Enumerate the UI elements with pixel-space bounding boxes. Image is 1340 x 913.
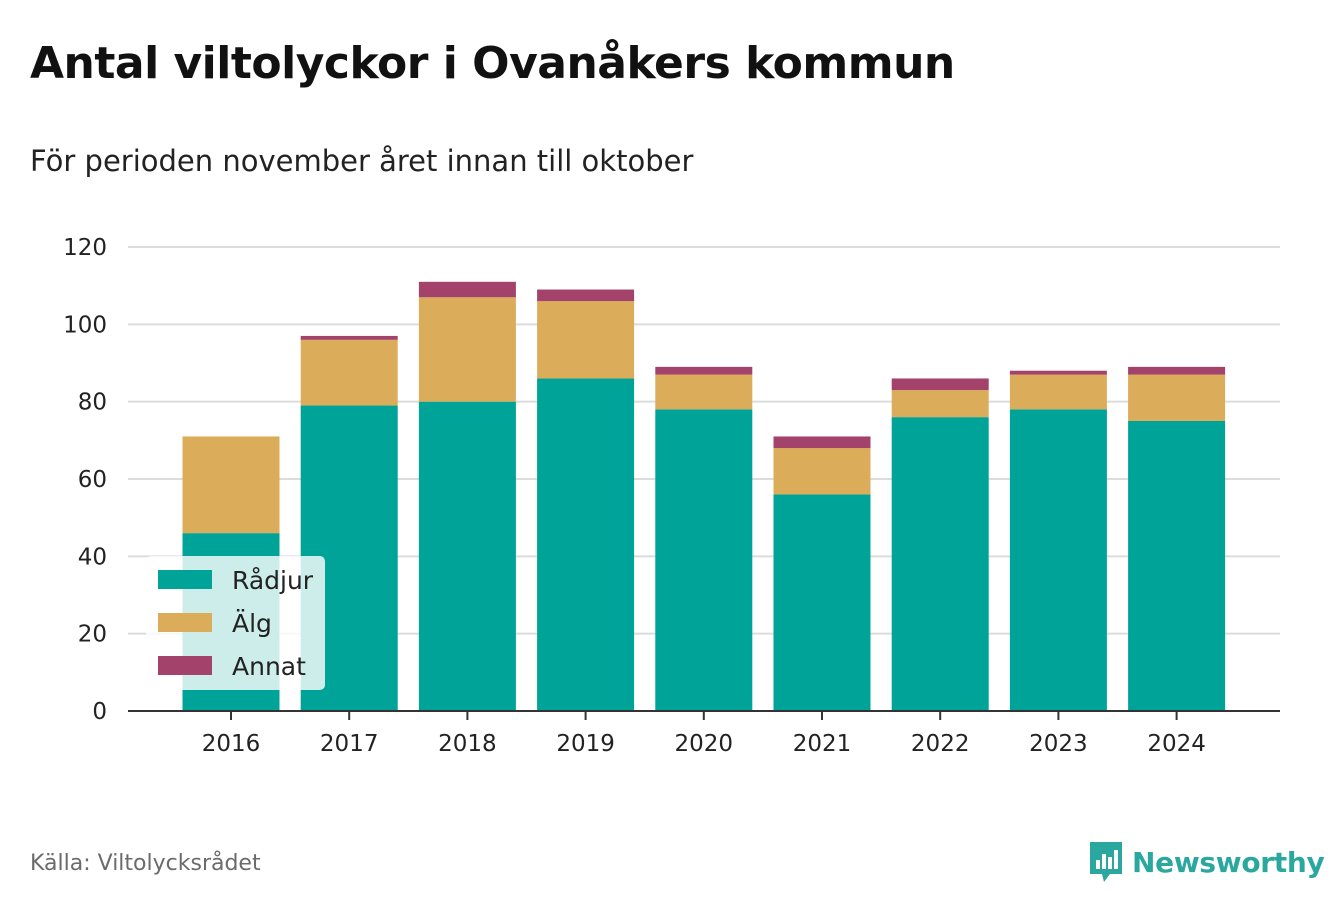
bar-lg-2023	[1009, 374, 1107, 410]
y-tick-label: 80	[78, 390, 107, 416]
y-tick-label: 0	[92, 699, 107, 725]
legend-swatch-rdjur	[158, 570, 212, 589]
bar-annat-2023	[1009, 370, 1107, 375]
y-tick-label: 60	[78, 467, 107, 493]
x-tick-label: 2017	[320, 731, 379, 757]
brand-name: Newsworthy	[1132, 845, 1325, 879]
bar-rdjur-2024	[1128, 421, 1226, 711]
bar-annat-2021	[773, 436, 871, 449]
bar-lg-2024	[1128, 374, 1226, 421]
x-tick-label: 2020	[675, 731, 734, 757]
bar-lg-2022	[891, 390, 989, 418]
bar-rdjur-2021	[773, 494, 871, 711]
legend-label: Rådjur	[232, 566, 314, 595]
bar-rdjur-2022	[891, 417, 989, 711]
y-tick-label: 100	[63, 312, 107, 338]
bar-annat-2017	[300, 335, 398, 340]
legend-label: Älg	[232, 609, 272, 638]
bar-lg-2018	[418, 297, 516, 402]
y-tick-label: 120	[63, 235, 107, 261]
newsworthy-icon	[1090, 842, 1122, 882]
x-tick-label: 2022	[911, 731, 970, 757]
x-tick-label: 2019	[556, 731, 615, 757]
x-tick-label: 2016	[202, 731, 261, 757]
bar-lg-2016	[182, 436, 280, 534]
bar-rdjur-2019	[537, 378, 635, 711]
chart-title: Antal viltolyckor i Ovanåkers kommun	[30, 38, 955, 89]
chart-subtitle: För perioden november året innan till ok…	[30, 144, 694, 178]
bar-annat-2022	[891, 378, 989, 391]
x-tick-label: 2023	[1029, 731, 1088, 757]
legend-swatch-annat	[158, 656, 212, 675]
bar-annat-2024	[1128, 366, 1226, 375]
axes: 0 20 40 60 80 100 120 2016 2017 2018 2019 2020 2021 2…	[63, 235, 1280, 757]
bar-lg-2021	[773, 448, 871, 495]
bar-lg-2020	[655, 374, 753, 410]
bar-lg-2017	[300, 339, 398, 406]
y-tick-label: 20	[78, 622, 107, 648]
source-note: Källa: Viltolycksrådet	[30, 851, 261, 876]
x-tick-label: 2018	[438, 731, 497, 757]
bar-annat-2018	[418, 281, 516, 298]
legend: Rådjur Älg Annat	[146, 556, 325, 690]
bar-rdjur-2018	[418, 401, 516, 711]
bar-series	[182, 281, 1226, 711]
bar-rdjur-2020	[655, 409, 753, 711]
legend-swatch-lg	[158, 613, 212, 632]
y-tick-label: 40	[78, 544, 107, 570]
x-tick-label: 2021	[793, 731, 852, 757]
x-tick-label: 2024	[1147, 731, 1206, 757]
bar-rdjur-2023	[1009, 409, 1107, 711]
legend-label: Annat	[232, 652, 306, 681]
newsworthy-logo[interactable]: Newsworthy	[1088, 840, 1325, 884]
bar-lg-2019	[537, 301, 635, 379]
bar-annat-2019	[537, 289, 635, 302]
bar-annat-2020	[655, 366, 753, 375]
